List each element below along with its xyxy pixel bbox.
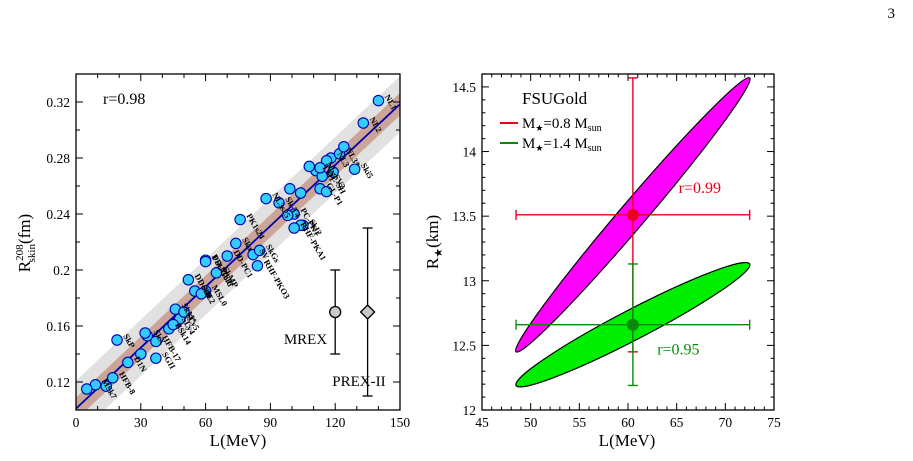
x-tick-label: 60 <box>199 415 213 430</box>
model-point <box>338 141 350 153</box>
model-point <box>251 260 264 272</box>
model-point <box>303 160 316 173</box>
right-x-axis-label: L(MeV) <box>599 431 656 450</box>
model-point <box>199 255 212 268</box>
x-tick-label: 70 <box>719 415 733 430</box>
model-point <box>195 288 208 300</box>
model-point <box>320 185 333 198</box>
y-tick-label: 0.16 <box>46 319 70 334</box>
x-tick-label: 45 <box>475 415 489 430</box>
legend-label: M★=1.4 Msun <box>522 136 602 154</box>
experiment-markers: MREX PREX-II <box>284 227 386 397</box>
right-y-axis-label: R★(km) <box>423 215 445 269</box>
model-point <box>100 380 112 392</box>
model-point <box>150 352 162 364</box>
y-tick-label: 12.5 <box>452 338 476 353</box>
y-tick-label: 0.28 <box>46 151 70 166</box>
x-tick-label: 0 <box>73 415 80 430</box>
correlation-label: r=0.95 <box>657 341 699 358</box>
model-point <box>372 94 385 107</box>
experiment-marker <box>329 305 342 319</box>
model-point <box>348 163 361 175</box>
model-point <box>81 383 93 395</box>
x-tick-label: 50 <box>524 415 538 430</box>
model-point <box>210 267 223 279</box>
y-tick-label: 13.5 <box>452 209 476 224</box>
y-tick-label: 0.2 <box>53 263 70 278</box>
correlation-label: r=0.99 <box>679 180 721 197</box>
model-point <box>327 166 339 178</box>
svg-text:R208skin(fm): R208skin(fm) <box>14 214 38 272</box>
model-point <box>221 250 233 262</box>
model-point <box>273 197 285 209</box>
svg-text:R★(km): R★(km) <box>423 215 445 269</box>
model-point <box>284 183 296 195</box>
y-tick-label: 0.32 <box>46 95 70 110</box>
experiment-label: MREX <box>284 332 328 348</box>
model-point <box>122 356 134 369</box>
experiment-label: PREX-II <box>332 374 385 390</box>
model-point <box>234 213 246 226</box>
y-tick-label: 0.12 <box>46 375 70 390</box>
y-tick-label: 12 <box>463 403 477 418</box>
center-point <box>626 208 639 221</box>
legend: M★=0.8 Msun M★=1.4 Msun <box>500 116 602 154</box>
model-point <box>111 334 123 346</box>
x-tick-label: 90 <box>264 415 278 430</box>
page-number: 3 <box>887 6 896 22</box>
model-label: Ski5 <box>359 161 376 180</box>
x-tick-label: 60 <box>621 415 635 430</box>
experiment-marker <box>359 304 376 320</box>
y-tick-label: 14.5 <box>452 80 476 95</box>
left-correlation-label: r=0.98 <box>103 91 145 108</box>
center-point <box>626 318 639 331</box>
x-tick-label: 75 <box>767 415 781 430</box>
model-point <box>182 274 195 286</box>
right-chart: r=0.99 r=0.95 45 50 55 60 65 70 75 12 12.5 13 13.5 1… <box>423 73 781 450</box>
right-chart-title: FSUGold <box>522 89 588 108</box>
left-y-axis-label: R208skin(fm) <box>14 214 38 272</box>
model-point <box>357 117 370 129</box>
y-tick-label: 14 <box>463 145 477 160</box>
x-tick-label: 65 <box>670 415 684 430</box>
model-point <box>294 187 307 199</box>
model-point <box>230 237 242 250</box>
x-tick-label: 120 <box>325 415 346 430</box>
x-tick-label: 30 <box>134 415 148 430</box>
model-points <box>81 94 385 395</box>
model-point <box>106 372 119 384</box>
x-tick-label: 55 <box>573 415 587 430</box>
model-point <box>314 162 326 174</box>
model-point <box>281 209 294 222</box>
x-tick-label: 150 <box>390 415 411 430</box>
model-point <box>253 244 266 257</box>
model-point <box>260 192 272 205</box>
model-point <box>320 155 333 167</box>
error-bars: r=0.99 r=0.95 <box>515 77 751 387</box>
model-point <box>167 318 179 331</box>
model-label: RHF-PKO3 <box>262 258 292 301</box>
legend-label: M★=0.8 Msun <box>522 116 602 134</box>
left-axis-ticks: 0 30 60 90 120 150 0.12 0.16 0.2 0.24 0.28 0.32 <box>46 73 411 430</box>
model-point <box>150 335 162 348</box>
model-point <box>288 222 300 234</box>
model-point <box>139 327 151 339</box>
model-point <box>135 348 147 360</box>
right-axis-ticks: 45 50 55 60 65 70 75 12 12.5 13 13.5 14 14.5 <box>452 74 781 430</box>
model-point <box>178 306 190 318</box>
left-x-axis-label: L(MeV) <box>210 431 267 450</box>
y-tick-label: 0.24 <box>46 207 70 222</box>
y-tick-label: 13 <box>463 274 477 289</box>
